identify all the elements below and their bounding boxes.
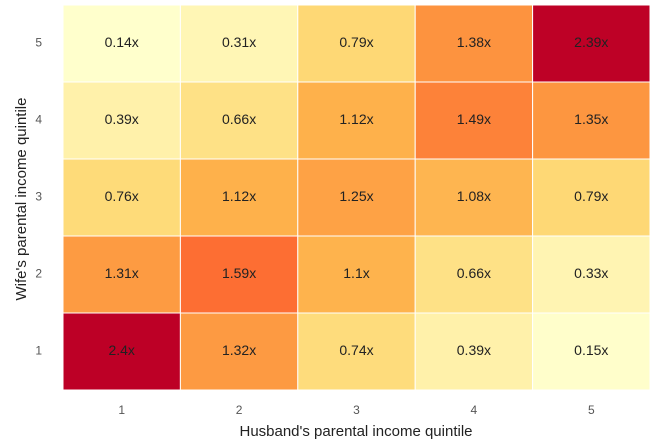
- x-tick-label: 4: [471, 403, 478, 417]
- y-tick-label: 1: [35, 344, 42, 358]
- heatmap-cell: [297, 158, 416, 237]
- heatmap-cell: [532, 81, 651, 160]
- cell-label: 0.33x: [574, 265, 608, 281]
- x-axis-label: Husband's parental income quintile: [239, 423, 472, 440]
- y-tick-label: 4: [35, 113, 42, 127]
- heatmap-cell: [179, 158, 299, 237]
- y-tick-label: 2: [35, 267, 42, 281]
- cell-label: 1.08x: [457, 188, 491, 204]
- cell-label: 2.4x: [108, 342, 134, 358]
- heatmap-cell: [62, 4, 181, 83]
- cell-label: 1.12x: [222, 188, 256, 204]
- cell-label: 0.39x: [105, 111, 139, 127]
- heatmap-cell: [297, 4, 416, 83]
- cell-label: 0.74x: [339, 342, 373, 358]
- cell-label: 0.79x: [339, 34, 373, 50]
- heatmap-cell: [62, 235, 181, 314]
- heatmap-cell: [414, 235, 534, 314]
- cell-label: 0.31x: [222, 34, 256, 50]
- cell-label: 1.31x: [105, 265, 139, 281]
- heatmap-cell: [532, 158, 651, 237]
- cell-label: 0.14x: [105, 34, 139, 50]
- x-tick-label: 3: [353, 403, 360, 417]
- cell-label: 1.59x: [222, 265, 256, 281]
- x-tick-label: 2: [236, 403, 243, 417]
- heatmap-cell: [179, 4, 299, 83]
- cell-label: 1.38x: [457, 34, 491, 50]
- y-tick-label: 5: [35, 36, 42, 50]
- cell-label: 0.66x: [457, 265, 491, 281]
- cell-label: 1.35x: [574, 111, 608, 127]
- cell-label: 1.32x: [222, 342, 256, 358]
- heatmap-cell: [414, 312, 534, 391]
- heatmap-cell: [179, 312, 299, 391]
- y-axis-label: Wife's parental income quintile: [13, 98, 30, 301]
- heatmap-cell: [532, 312, 651, 391]
- cell-label: 2.39x: [574, 34, 608, 50]
- cell-label: 0.66x: [222, 111, 256, 127]
- heatmap-cell: [179, 81, 299, 160]
- heatmap-cell: [62, 312, 181, 391]
- y-tick-label: 3: [35, 190, 42, 204]
- heatmap-cell: [414, 81, 534, 160]
- cell-label: 1.12x: [339, 111, 373, 127]
- cell-label: 0.15x: [574, 342, 608, 358]
- cell-label: 1.1x: [343, 265, 369, 281]
- cell-label: 1.25x: [339, 188, 373, 204]
- heatmap-cell: [297, 235, 416, 314]
- heatmap-cell: [532, 235, 651, 314]
- heatmap-cell: [297, 81, 416, 160]
- cell-label: 0.76x: [105, 188, 139, 204]
- x-tick-label: 5: [588, 403, 595, 417]
- cell-label: 0.39x: [457, 342, 491, 358]
- heatmap-cell: [179, 235, 299, 314]
- x-tick-label: 1: [118, 403, 125, 417]
- cell-label: 0.79x: [574, 188, 608, 204]
- heatmap-cell: [62, 81, 181, 160]
- cell-label: 1.49x: [457, 111, 491, 127]
- heatmap-cell: [532, 4, 651, 83]
